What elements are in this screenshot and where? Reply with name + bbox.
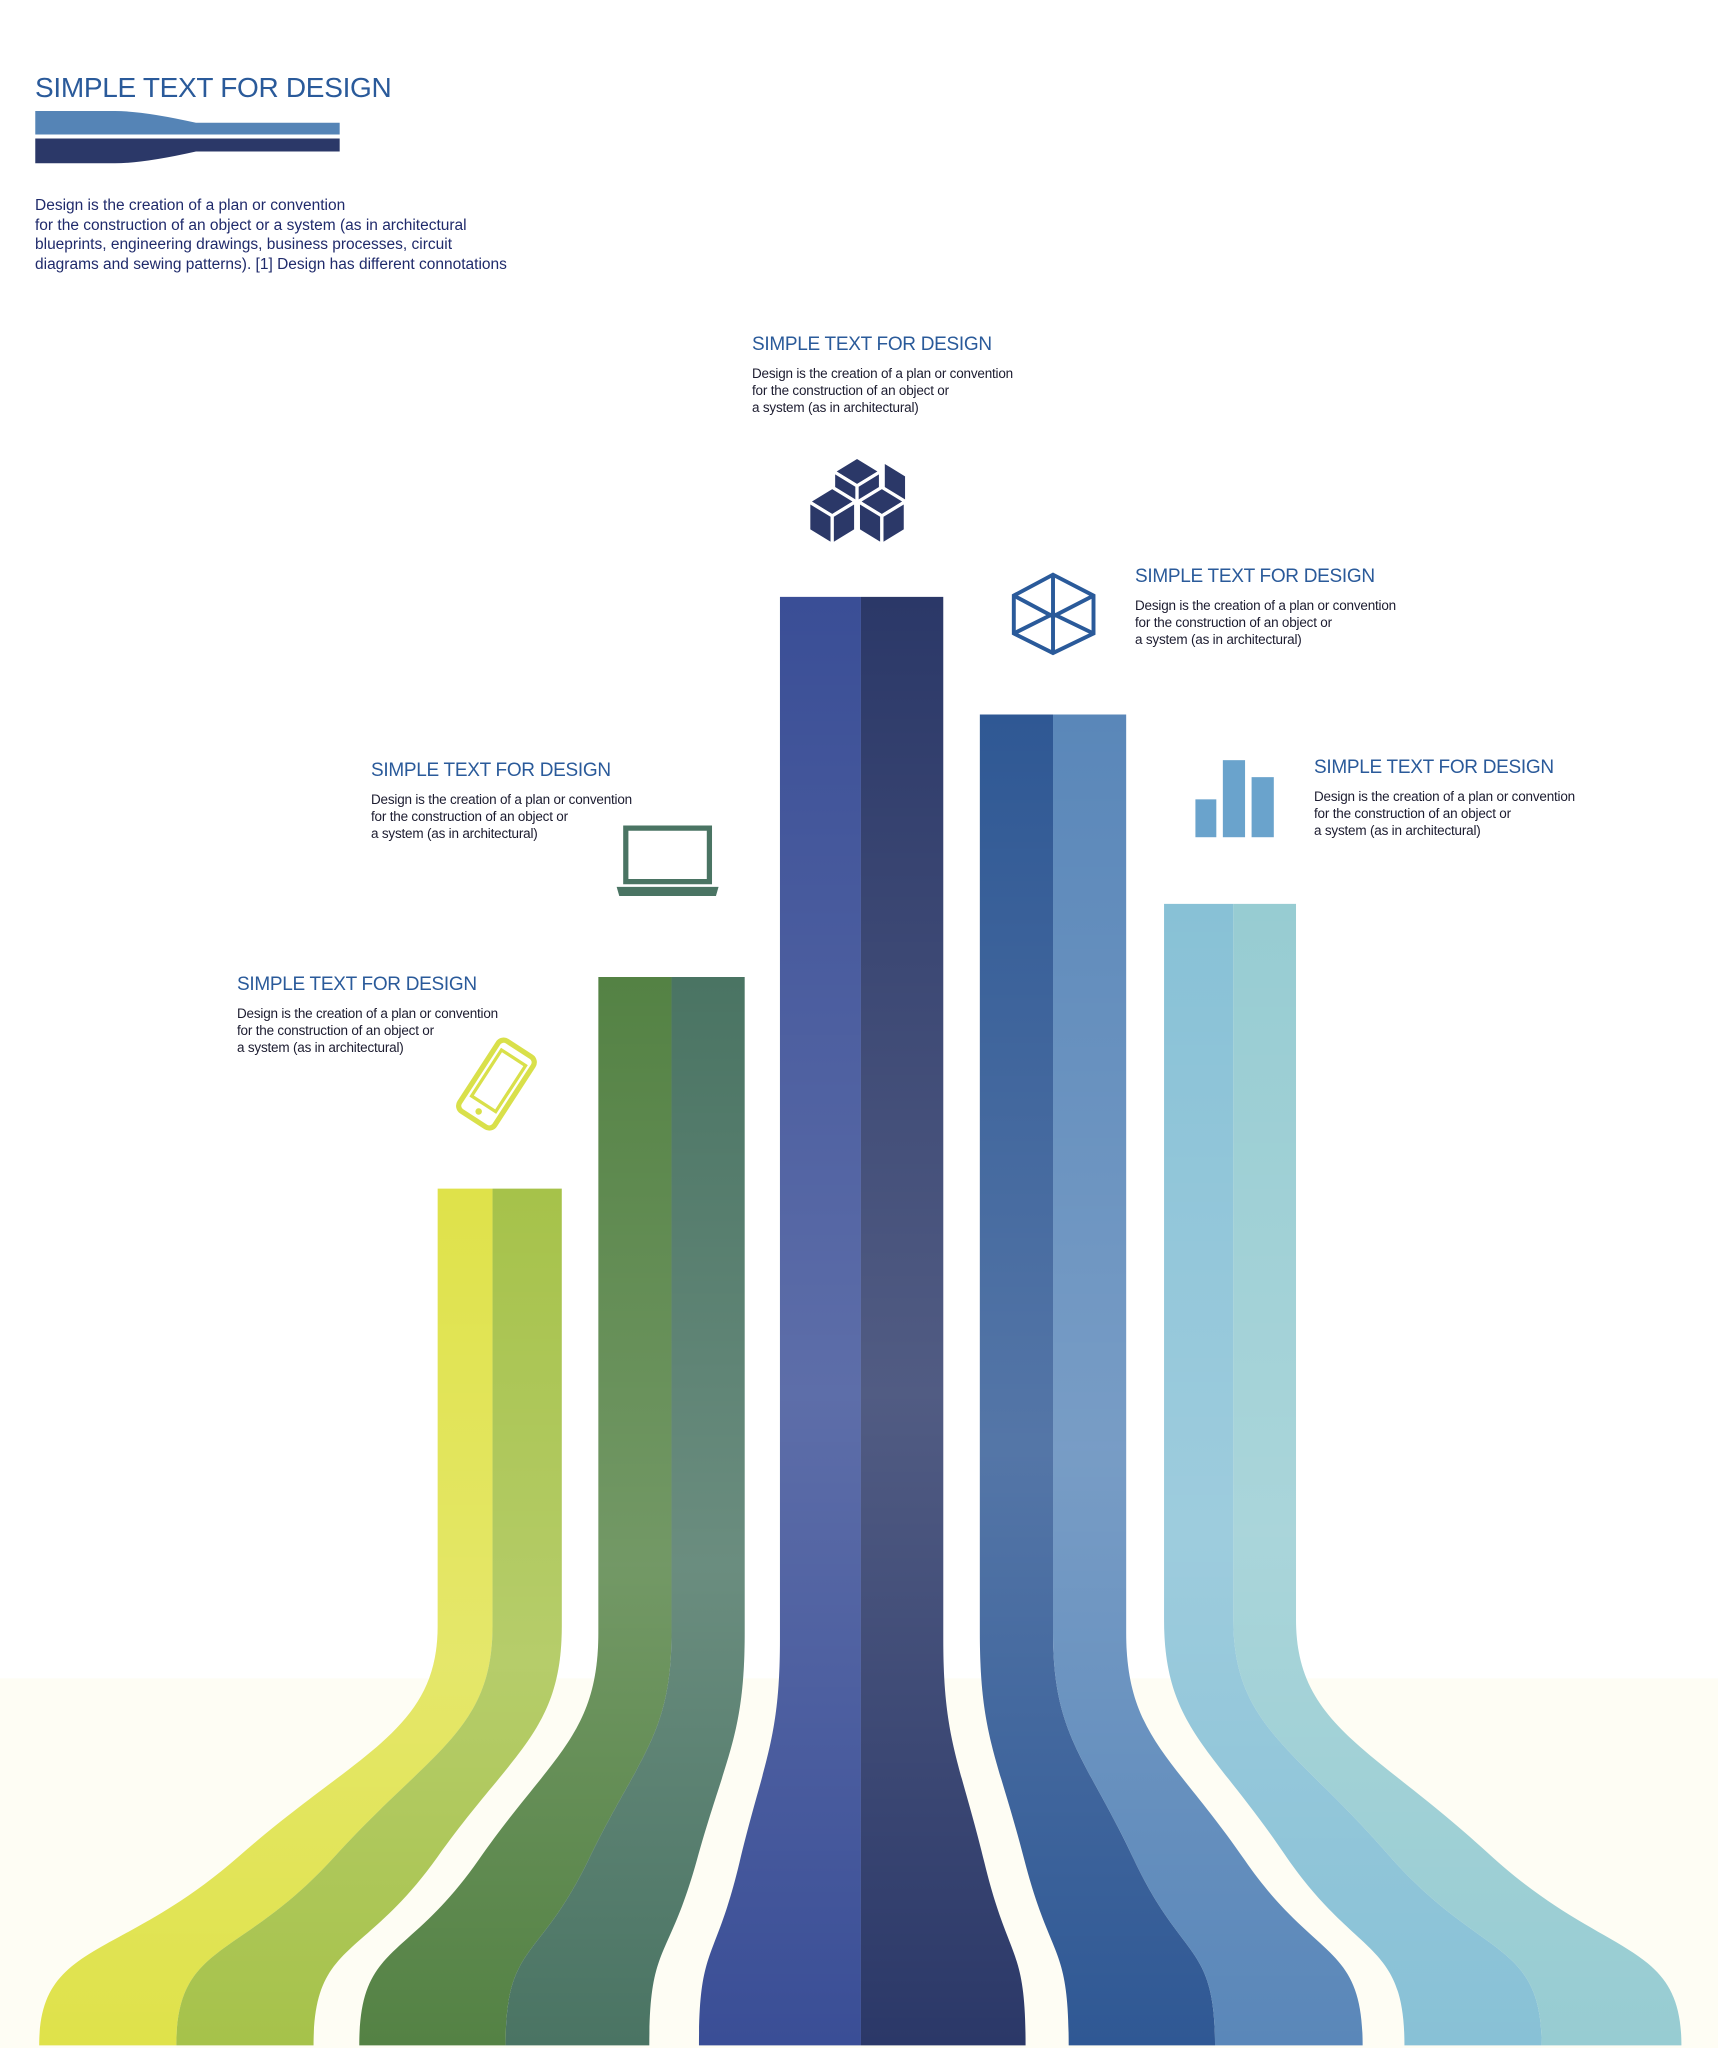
ribbon-navy-left-highlight: [698, 596, 861, 2046]
ribbon-green-right-highlight: [505, 976, 745, 2046]
step-description: Design is the creation of a plan or conv…: [1135, 598, 1396, 647]
step-5-text: SIMPLE TEXT FOR DESIGN Design is the cre…: [1314, 757, 1575, 839]
cubes-icon: [805, 455, 909, 548]
header-bar-dark: [35, 138, 340, 164]
step-3-text: SIMPLE TEXT FOR DESIGN Design is the cre…: [752, 334, 1013, 416]
step-4-text: SIMPLE TEXT FOR DESIGN Design is the cre…: [1135, 566, 1396, 648]
step-1-text: SIMPLE TEXT FOR DESIGN Design is the cre…: [237, 974, 498, 1056]
description-line: for the construction of an object or a s…: [35, 216, 467, 234]
step-description: Design is the creation of a plan or conv…: [1314, 789, 1575, 838]
step-title: SIMPLE TEXT FOR DESIGN: [371, 760, 611, 781]
laptop-icon: [616, 825, 719, 896]
step-description: Design is the creation of a plan or conv…: [371, 792, 632, 841]
ribbon-yellow-left-highlight: [39, 1188, 493, 2046]
ribbon-navy-right-highlight: [860, 596, 1026, 2046]
ribbon-yellow-right-highlight: [176, 1188, 562, 2046]
step-title: SIMPLE TEXT FOR DESIGN: [1135, 566, 1375, 587]
step-title: SIMPLE TEXT FOR DESIGN: [752, 334, 992, 355]
description-line: blueprints, engineering drawings, busine…: [35, 236, 452, 254]
header-bar-light: [35, 111, 340, 135]
page-title: SIMPLE TEXT FOR DESIGN: [35, 72, 392, 103]
ribbon-lightblue-right-highlight: [1233, 903, 1682, 2046]
ribbon-lightblue-left-highlight: [1164, 903, 1542, 2046]
ribbon-green-left-highlight: [359, 976, 672, 2046]
step-description: Design is the creation of a plan or conv…: [237, 1006, 498, 1055]
smartphone-icon: [456, 1037, 537, 1131]
page-description: Design is the creation of a plan or conv…: [35, 196, 507, 274]
ribbon-blue-left-highlight: [979, 714, 1216, 2046]
step-title: SIMPLE TEXT FOR DESIGN: [237, 974, 477, 995]
description-line: diagrams and sewing patterns). [1] Desig…: [35, 255, 507, 273]
description-line: Design is the creation of a plan or conv…: [35, 197, 346, 214]
ribbon-blue-right-highlight: [1053, 714, 1363, 2046]
bar-chart-icon: [1195, 760, 1274, 838]
step-description: Design is the creation of a plan or conv…: [752, 366, 1013, 415]
step-title: SIMPLE TEXT FOR DESIGN: [1314, 757, 1554, 778]
cube-outline-icon: [1011, 572, 1096, 656]
step-2-text: SIMPLE TEXT FOR DESIGN Design is the cre…: [371, 760, 632, 842]
